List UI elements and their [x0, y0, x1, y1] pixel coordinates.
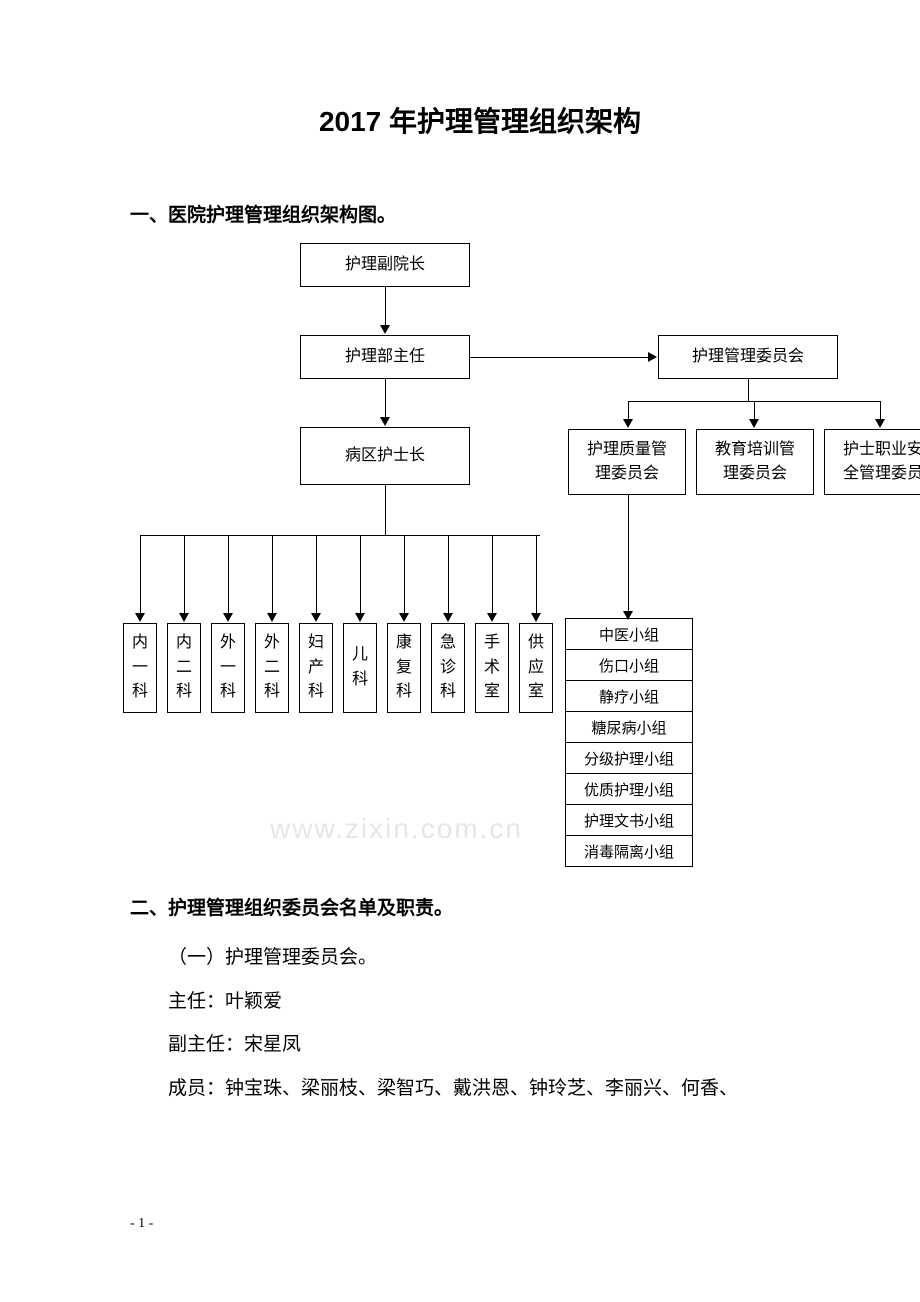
group-3: 糖尿病小组 — [565, 711, 693, 743]
group-6: 护理文书小组 — [565, 804, 693, 836]
dept-8: 手术室 — [475, 623, 509, 713]
section-2-heading: 二、护理管理组织委员会名单及职责。 — [130, 893, 830, 920]
node-director: 护理部主任 — [300, 335, 470, 379]
dept-5: 儿科 — [343, 623, 377, 713]
dept-2: 外一科 — [211, 623, 245, 713]
body-line-1: （一）护理管理委员会。 — [130, 936, 830, 980]
body-text: 二、护理管理组织委员会名单及职责。 （一）护理管理委员会。 主任：叶颖爱 副主任… — [130, 893, 830, 1111]
page-title: 2017 年护理管理组织架构 — [130, 100, 830, 140]
dept-7: 急诊科 — [431, 623, 465, 713]
page-number: - 1 - — [130, 1216, 153, 1232]
node-safety-committee: 护士职业安全管理委员 — [824, 429, 920, 495]
body-line-3: 副主任：宋星凤 — [130, 1023, 830, 1067]
group-1: 伤口小组 — [565, 649, 693, 681]
node-vice-president: 护理副院长 — [300, 243, 470, 287]
dept-9: 供应室 — [519, 623, 553, 713]
org-chart: www.zixin.com.cn 护理副院长 护理部主任 护理管理委员会 病区护… — [90, 243, 880, 883]
node-quality-committee: 护理质量管理委员会 — [568, 429, 686, 495]
dept-0: 内一科 — [123, 623, 157, 713]
group-7: 消毒隔离小组 — [565, 835, 693, 867]
group-2: 静疗小组 — [565, 680, 693, 712]
groups-list: 中医小组伤口小组静疗小组糖尿病小组分级护理小组优质护理小组护理文书小组消毒隔离小… — [565, 619, 693, 867]
body-line-4: 成员：钟宝珠、梁丽枝、梁智巧、戴洪恩、钟玲芝、李丽兴、何香、 — [130, 1067, 830, 1111]
node-head-nurse: 病区护士长 — [300, 427, 470, 485]
group-4: 分级护理小组 — [565, 742, 693, 774]
dept-1: 内二科 — [167, 623, 201, 713]
dept-3: 外二科 — [255, 623, 289, 713]
group-5: 优质护理小组 — [565, 773, 693, 805]
body-line-2: 主任：叶颖爱 — [130, 980, 830, 1024]
group-0: 中医小组 — [565, 618, 693, 650]
watermark: www.zixin.com.cn — [270, 813, 523, 845]
dept-6: 康复科 — [387, 623, 421, 713]
dept-4: 妇产科 — [299, 623, 333, 713]
section-1-heading: 一、医院护理管理组织架构图。 — [130, 200, 830, 227]
node-training-committee: 教育培训管理委员会 — [696, 429, 814, 495]
node-mgmt-committee: 护理管理委员会 — [658, 335, 838, 379]
